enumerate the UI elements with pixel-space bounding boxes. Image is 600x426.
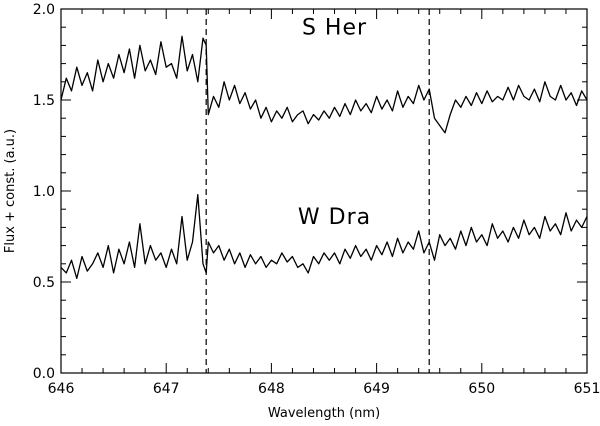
x-tick-label-1: 647 [153, 381, 180, 397]
y-tick-label-4: 2.0 [33, 2, 55, 18]
y-axis-ticks: 0.0 0.5 1.0 1.5 2.0 [33, 2, 587, 382]
y-tick-label-1: 0.5 [33, 275, 55, 291]
x-tick-label-0: 646 [48, 381, 75, 397]
x-tick-label-4: 650 [468, 381, 495, 397]
x-tick-label-3: 649 [363, 381, 390, 397]
series-label-0: S Her [302, 15, 367, 40]
x-tick-label-2: 648 [258, 381, 285, 397]
plot-contents: S Her W Dra [60, 9, 588, 373]
y-tick-label-2: 1.0 [33, 184, 55, 200]
x-tick-label-5: 651 [574, 381, 600, 397]
x-axis-title: Wavelength (nm) [268, 406, 380, 421]
series-line-0 [60, 35, 588, 134]
series-line-1 [60, 193, 588, 280]
y-axis-title: Flux + const. (a.u.) [3, 129, 18, 253]
plot-frame [60, 8, 588, 374]
x-axis-ticks: 646 647 648 649 650 651 [48, 9, 600, 397]
series-label-1: W Dra [298, 205, 371, 230]
y-tick-label-0: 0.0 [33, 366, 55, 382]
y-tick-label-3: 1.5 [33, 93, 55, 109]
